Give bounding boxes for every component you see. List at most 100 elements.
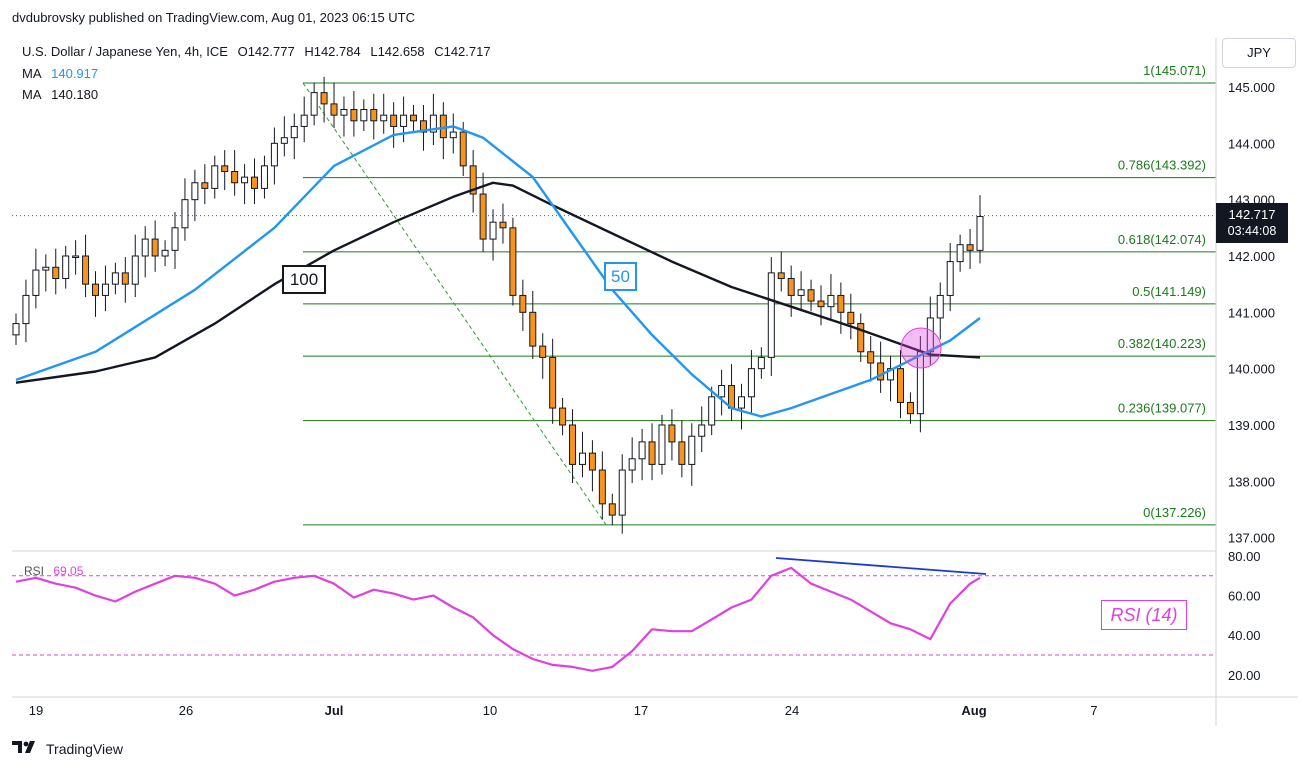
candle-down: [857, 323, 865, 353]
candle-up: [747, 368, 755, 398]
candle-down: [519, 294, 527, 313]
candle-down: [370, 109, 378, 122]
rsi-tick-label: 40.00: [1228, 628, 1261, 643]
rsi-tick-label: 60.00: [1228, 589, 1261, 604]
candle-down: [539, 345, 547, 358]
candle-up: [12, 323, 20, 336]
candle-up: [757, 356, 765, 370]
candle-down: [817, 300, 825, 308]
candle-down: [221, 165, 229, 172]
candle-down: [837, 294, 845, 313]
candle-down: [350, 109, 358, 122]
price-tick-label: 145.000: [1228, 80, 1275, 95]
candle-up: [241, 176, 249, 184]
candle-up: [618, 469, 626, 516]
rsi-tick-label: 20.00: [1228, 668, 1261, 683]
candle-down: [52, 266, 60, 280]
candle-down: [320, 92, 328, 105]
candle-up: [310, 92, 318, 116]
candles-layer: [12, 76, 984, 534]
candle-up: [400, 114, 408, 127]
candle-down: [82, 255, 90, 285]
candle-down: [549, 356, 557, 409]
fib-level-label: 0.236(139.077): [1118, 401, 1206, 416]
candle-up: [181, 199, 189, 229]
tradingview-logo-icon: [12, 740, 40, 757]
candle-down: [459, 131, 467, 167]
currency-button[interactable]: JPY: [1222, 38, 1296, 68]
candle-down: [777, 272, 785, 280]
fibonacci-layer: 1(145.071) 0.786(143.392) 0.618(142.074) 0.…: [12, 63, 1216, 526]
candle-down: [509, 227, 517, 296]
time-tick-label: 7: [1090, 703, 1097, 718]
candle-up: [300, 114, 308, 127]
rsi-line: [15, 566, 981, 672]
candle-down: [668, 424, 676, 443]
candle-up: [161, 249, 169, 257]
candle-down: [588, 452, 596, 471]
candle-down: [569, 424, 577, 465]
legend-rsi[interactable]: RSI 69.05: [24, 564, 89, 578]
rsi-value: 69.05: [53, 564, 84, 578]
time-tick-label: 17: [634, 703, 648, 718]
ma-slow-label: MA: [22, 87, 42, 102]
legend-ma-fast[interactable]: MA 140.917: [22, 66, 104, 81]
candle-down: [121, 272, 129, 285]
candle-up: [827, 294, 835, 308]
candle-up: [946, 261, 954, 296]
time-tick-label: 26: [179, 703, 193, 718]
crossover-marker: [900, 327, 942, 369]
candle-up: [131, 255, 139, 285]
fib-level-label: 0(137.226): [1143, 505, 1206, 520]
publisher-caption: dvdubrovsky published on TradingView.com…: [12, 10, 416, 25]
rsi-tick-label: 80.00: [1228, 549, 1261, 564]
ma-fast-label: MA: [22, 66, 42, 81]
candle-up: [360, 109, 368, 122]
candle-up: [211, 165, 219, 189]
candle-down: [598, 469, 606, 505]
fib-level-label: 0.786(143.392): [1118, 158, 1206, 173]
candle-up: [658, 424, 666, 465]
candle-down: [419, 120, 427, 133]
candle-up: [767, 272, 775, 358]
candle-up: [797, 289, 805, 296]
candle-up: [449, 131, 457, 139]
candle-down: [469, 165, 477, 195]
candle-down: [648, 441, 656, 465]
last-price: 142.717: [1228, 207, 1276, 222]
candle-down: [896, 368, 904, 403]
candle-up: [708, 396, 716, 426]
ma50-label-box: 50: [604, 262, 637, 291]
candle-up: [698, 424, 706, 437]
price-tick-label: 142.000: [1228, 249, 1275, 264]
rsi-divergence-line: [775, 557, 987, 575]
legend-ma-slow[interactable]: MA 140.180: [22, 87, 104, 102]
fib-level-label: 0.618(142.074): [1118, 232, 1206, 247]
low-value: L142.658: [370, 44, 425, 59]
candle-up: [290, 125, 298, 139]
footer-brand[interactable]: TradingView: [12, 740, 123, 757]
rsi-annotation: RSI (14): [1101, 600, 1187, 630]
bar-countdown: 03:44:08: [1227, 224, 1277, 238]
moving-averages-layer: [15, 125, 981, 418]
symbol-title[interactable]: U.S. Dollar / Japanese Yen, 4h, ICE: [22, 44, 228, 59]
candle-up: [429, 114, 437, 133]
price-tick-label: 144.000: [1228, 136, 1275, 151]
price-tick-label: 137.000: [1228, 531, 1275, 546]
candle-up: [62, 255, 70, 280]
ma100-label-box: 100: [282, 265, 326, 294]
time-tick-label: 10: [483, 703, 497, 718]
candle-down: [559, 407, 567, 426]
candle-up: [489, 221, 497, 240]
ma50-line: [15, 125, 981, 418]
candle-up: [22, 294, 30, 325]
candle-down: [151, 238, 159, 257]
last-price-badge: 142.717 03:44:08: [1216, 203, 1288, 243]
axis-layer: 137.000 138.000 139.000 140.000 141.000 142.0…: [12, 38, 1298, 726]
time-tick-label: 24: [785, 703, 799, 718]
time-tick-label: Aug: [961, 703, 986, 718]
candle-up: [578, 452, 586, 465]
candle-up: [926, 317, 934, 353]
candle-up: [171, 227, 179, 251]
